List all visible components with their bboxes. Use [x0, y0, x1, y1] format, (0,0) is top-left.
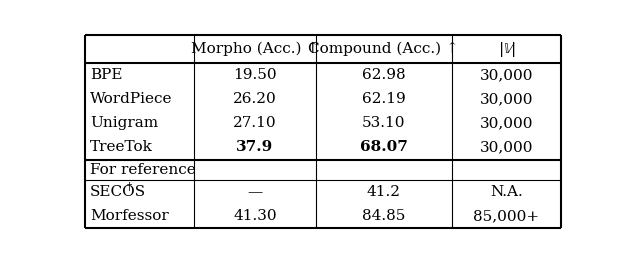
Text: 30,000: 30,000: [480, 140, 533, 154]
Text: BPE: BPE: [90, 68, 122, 82]
Text: 85,000+: 85,000+: [474, 209, 540, 223]
Text: 30,000: 30,000: [480, 92, 533, 106]
Text: †: †: [127, 182, 132, 192]
Text: Morfessor: Morfessor: [90, 209, 169, 223]
Text: SECOS: SECOS: [90, 185, 146, 199]
Text: TreeTok: TreeTok: [90, 140, 153, 154]
Text: 41.2: 41.2: [367, 185, 401, 199]
Text: |$\mathbb{V}$|: |$\mathbb{V}$|: [498, 40, 515, 59]
Text: Unigram: Unigram: [90, 116, 158, 130]
Text: 26.20: 26.20: [233, 92, 276, 106]
Text: 37.9: 37.9: [236, 140, 273, 154]
Text: 27.10: 27.10: [233, 116, 276, 130]
Text: 68.07: 68.07: [360, 140, 408, 154]
Text: —: —: [247, 185, 262, 199]
Text: 53.10: 53.10: [362, 116, 406, 130]
Text: 41.30: 41.30: [233, 209, 276, 223]
Text: Compound (Acc.) ↑: Compound (Acc.) ↑: [308, 42, 459, 56]
Text: WordPiece: WordPiece: [90, 92, 172, 106]
Text: N.A.: N.A.: [490, 185, 523, 199]
Text: 30,000: 30,000: [480, 68, 533, 82]
Text: 84.85: 84.85: [362, 209, 406, 223]
Text: 30,000: 30,000: [480, 116, 533, 130]
Text: 19.50: 19.50: [233, 68, 276, 82]
Text: For reference: For reference: [90, 163, 196, 177]
Text: 62.98: 62.98: [362, 68, 406, 82]
Text: Morpho (Acc.) ↑: Morpho (Acc.) ↑: [191, 42, 319, 56]
Text: 62.19: 62.19: [362, 92, 406, 106]
